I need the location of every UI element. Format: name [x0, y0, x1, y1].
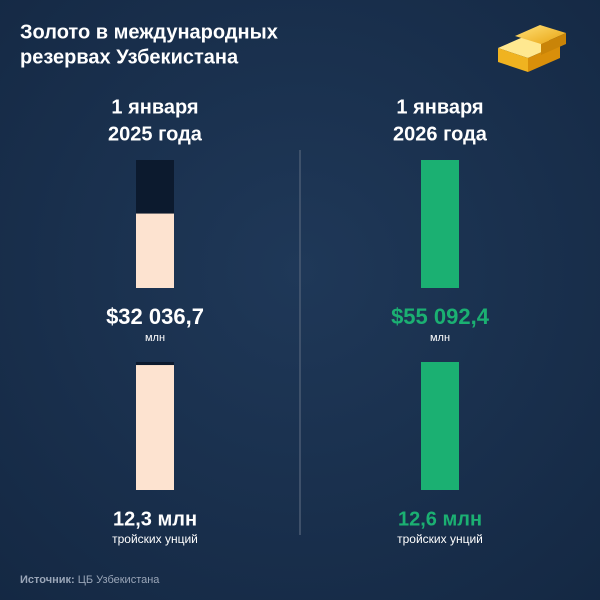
- value-label: $32 036,7: [106, 304, 204, 329]
- bar: [136, 365, 174, 490]
- date-label: 1 января: [111, 96, 198, 118]
- source: Источник: ЦБ Узбекистана: [20, 574, 160, 586]
- unit-label: млн: [145, 332, 165, 344]
- gold-icon: [498, 25, 566, 72]
- unit-label: млн: [430, 332, 450, 344]
- title-line: Золото в международных: [20, 21, 278, 43]
- value-label: 12,6 млн: [398, 508, 482, 530]
- date-label: 1 января: [396, 96, 483, 118]
- unit-label: тройских унций: [397, 532, 483, 546]
- bar: [421, 362, 459, 490]
- date-label: 2025 года: [108, 123, 203, 145]
- value-label: 12,3 млн: [113, 508, 197, 530]
- bar: [421, 160, 459, 288]
- title-line: резервах Узбекистана: [20, 46, 239, 68]
- source-text: ЦБ Узбекистана: [78, 574, 161, 586]
- date-label: 2026 года: [393, 123, 488, 145]
- bar: [136, 213, 174, 288]
- unit-label: тройских унций: [112, 532, 198, 546]
- value-label: $55 092,4: [391, 304, 490, 329]
- source-label: Источник:: [20, 574, 75, 586]
